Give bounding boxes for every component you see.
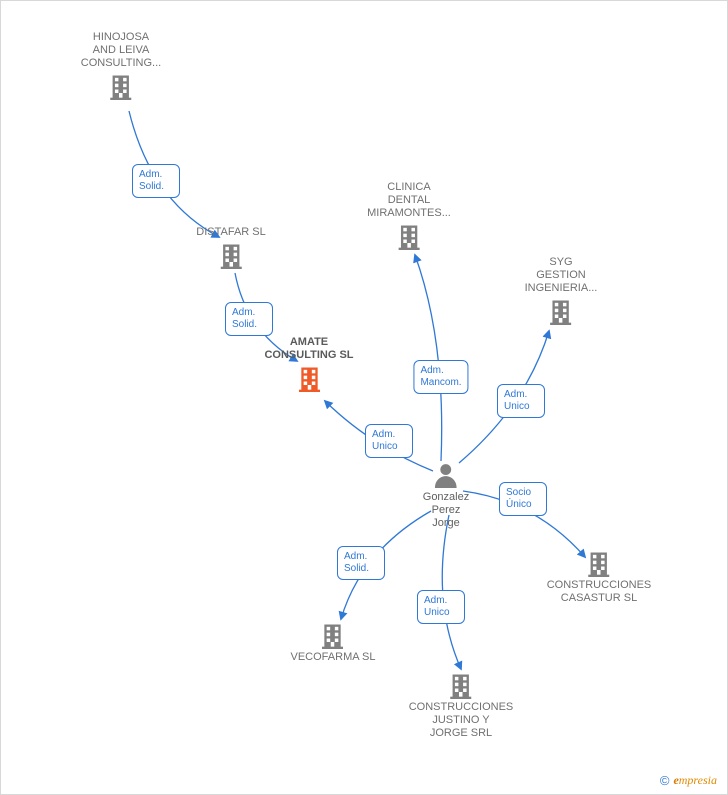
footer-credit: © empresia — [660, 773, 717, 788]
node-label: CONSTRUCCIONES CASASTUR SL — [547, 579, 652, 605]
edge-label: Adm. Solid. — [225, 302, 273, 336]
node-casastur[interactable]: CONSTRUCCIONES CASASTUR SL — [547, 549, 652, 605]
node-label: SYG GESTION INGENIERIA... — [525, 256, 598, 295]
edge-label: Adm. Solid. — [337, 546, 385, 580]
node-label: HINOJOSA AND LEIVA CONSULTING... — [81, 31, 161, 70]
building-icon — [409, 671, 514, 699]
building-icon — [525, 297, 598, 325]
edges-layer — [1, 1, 728, 795]
building-icon — [81, 72, 161, 100]
building-icon — [291, 621, 376, 649]
building-icon — [547, 549, 652, 577]
edge-label: Adm. Unico — [365, 424, 413, 458]
node-label: Gonzalez Perez Jorge — [423, 491, 469, 530]
edge-label: Adm. Mancom. — [413, 360, 468, 394]
node-label: VECOFARMA SL — [291, 651, 376, 664]
node-label: CLINICA DENTAL MIRAMONTES... — [367, 181, 451, 220]
brand-name: empresia — [673, 773, 717, 788]
edge-label: Adm. Unico — [497, 384, 545, 418]
building-icon — [264, 364, 353, 392]
node-label: CONSTRUCCIONES JUSTINO Y JORGE SRL — [409, 701, 514, 740]
node-hinojosa[interactable]: HINOJOSA AND LEIVA CONSULTING... — [81, 31, 161, 100]
person-icon — [423, 461, 469, 489]
node-justino[interactable]: CONSTRUCCIONES JUSTINO Y JORGE SRL — [409, 671, 514, 740]
node-label: DISTAFAR SL — [196, 226, 265, 239]
edge-path — [415, 255, 442, 461]
node-distafar[interactable]: DISTAFAR SL — [196, 226, 265, 269]
edge-label: Socio Único — [499, 482, 547, 516]
edge-label: Adm. Solid. — [132, 164, 180, 198]
node-syg[interactable]: SYG GESTION INGENIERIA... — [525, 256, 598, 325]
edge-label: Adm. Unico — [417, 590, 465, 624]
copyright-mark: © — [660, 773, 670, 788]
building-icon — [196, 241, 265, 269]
node-gonzalez[interactable]: Gonzalez Perez Jorge — [423, 461, 469, 530]
node-amate[interactable]: AMATE CONSULTING SL — [264, 336, 353, 392]
node-vecofarma[interactable]: VECOFARMA SL — [291, 621, 376, 664]
building-icon — [367, 222, 451, 250]
network-canvas: HINOJOSA AND LEIVA CONSULTING... DISTAFA… — [0, 0, 728, 795]
node-label: AMATE CONSULTING SL — [264, 336, 353, 362]
node-clinica[interactable]: CLINICA DENTAL MIRAMONTES... — [367, 181, 451, 250]
